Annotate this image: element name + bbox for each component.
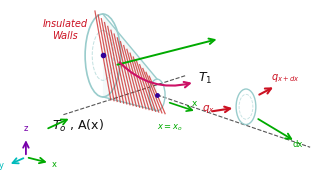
Polygon shape <box>103 14 157 111</box>
Text: y: y <box>0 161 4 170</box>
Text: x: x <box>192 99 197 108</box>
Text: $x = x_o$: $x = x_o$ <box>157 123 183 133</box>
Text: $q_x$: $q_x$ <box>202 103 214 115</box>
Text: z: z <box>24 124 28 133</box>
Text: $q_{x+dx}$: $q_{x+dx}$ <box>271 72 300 84</box>
Text: dx: dx <box>292 140 303 149</box>
Text: Insulated
Walls: Insulated Walls <box>43 19 88 41</box>
Text: x: x <box>52 159 57 168</box>
Text: $T_o$ , A(x): $T_o$ , A(x) <box>52 118 103 134</box>
Text: $T_1$: $T_1$ <box>198 71 212 86</box>
